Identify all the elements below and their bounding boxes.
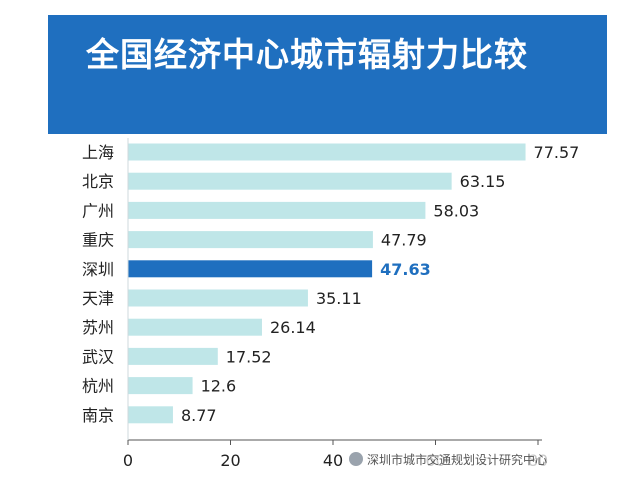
category-label: 杭州 bbox=[82, 377, 114, 396]
category-label: 武汉 bbox=[82, 347, 114, 366]
bar bbox=[128, 347, 218, 365]
bar bbox=[128, 377, 193, 395]
category-label: 苏州 bbox=[82, 318, 114, 337]
data-label: 12.6 bbox=[201, 377, 237, 396]
watermark-text: 深圳市城市交通规划设计研究中心 bbox=[367, 452, 548, 467]
bar bbox=[128, 289, 308, 307]
bar bbox=[128, 201, 426, 219]
category-label: 南京 bbox=[82, 406, 114, 425]
bar bbox=[128, 406, 173, 424]
watermark: 深圳市城市交通规划设计研究中心 bbox=[346, 449, 551, 469]
category-label: 重庆 bbox=[82, 231, 114, 250]
data-label: 47.63 bbox=[380, 260, 431, 279]
bar bbox=[128, 318, 262, 336]
data-label: 17.52 bbox=[226, 347, 272, 366]
x-tick-label: 0 bbox=[123, 451, 133, 470]
title-banner: 全国经济中心城市辐射力比较 bbox=[48, 15, 607, 134]
data-label: 63.15 bbox=[460, 172, 506, 191]
bar bbox=[128, 172, 452, 190]
data-label: 47.79 bbox=[381, 231, 427, 250]
bar bbox=[128, 231, 373, 249]
data-label: 8.77 bbox=[181, 406, 217, 425]
x-tick-label: 40 bbox=[323, 451, 343, 470]
category-label: 上海 bbox=[82, 143, 114, 162]
category-label: 深圳 bbox=[82, 260, 114, 279]
wechat-icon bbox=[349, 452, 363, 466]
category-label: 广州 bbox=[82, 201, 114, 220]
bar bbox=[128, 260, 373, 278]
data-label: 77.57 bbox=[534, 143, 580, 162]
category-label: 天津 bbox=[82, 289, 114, 308]
chart-title: 全国经济中心城市辐射力比较 bbox=[86, 35, 528, 74]
data-label: 26.14 bbox=[270, 318, 316, 337]
data-label: 35.11 bbox=[316, 289, 362, 308]
x-tick-label: 20 bbox=[220, 451, 240, 470]
category-label: 北京 bbox=[82, 172, 114, 191]
data-label: 58.03 bbox=[433, 201, 479, 220]
bar bbox=[128, 143, 526, 161]
